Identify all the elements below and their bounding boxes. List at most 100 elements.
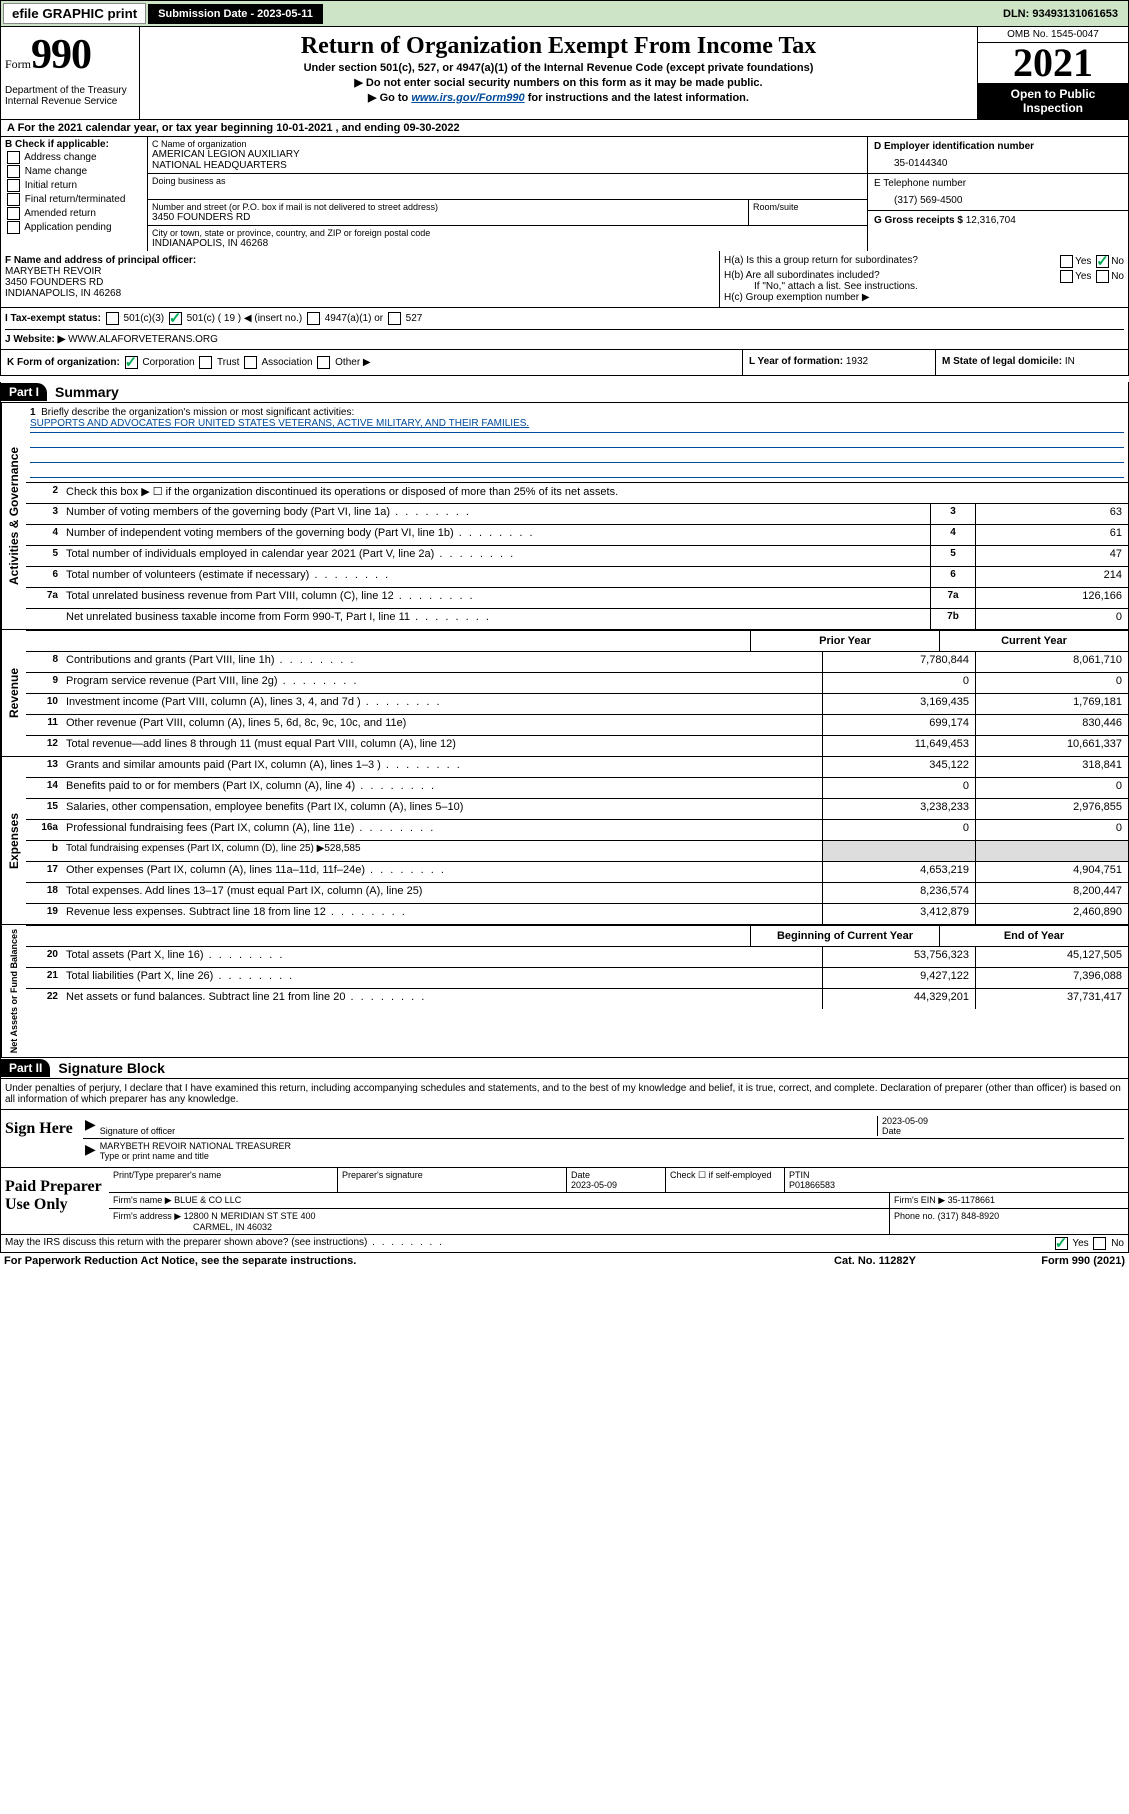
city-label: City or town, state or province, country… [152, 228, 863, 238]
line-7a: Total unrelated business revenue from Pa… [62, 588, 930, 608]
net-assets-side-label: Net Assets or Fund Balances [1, 925, 26, 1057]
sign-here-row: Sign Here ▶ Signature of officer 2023-05… [0, 1110, 1129, 1168]
department-label: Department of the Treasury Internal Reve… [5, 79, 135, 107]
org-info-grid: B Check if applicable: Address change Na… [0, 137, 1129, 251]
irs-link[interactable]: www.irs.gov/Form990 [411, 92, 524, 104]
form-title: Return of Organization Exempt From Incom… [148, 33, 969, 60]
line-14: Benefits paid to or for members (Part IX… [62, 778, 822, 798]
sign-date-label: Date [882, 1126, 1122, 1136]
governance-section: Activities & Governance 1 Briefly descri… [0, 403, 1129, 630]
paperwork-notice: For Paperwork Reduction Act Notice, see … [4, 1255, 775, 1267]
org-name-2: NATIONAL HEADQUARTERS [152, 160, 863, 171]
cb-address-change[interactable]: Address change [5, 151, 143, 164]
line-5: Total number of individuals employed in … [62, 546, 930, 566]
line-12: Total revenue—add lines 8 through 11 (mu… [62, 736, 822, 756]
officer-name-label: Type or print name and title [100, 1151, 1122, 1161]
end-year-header: End of Year [939, 926, 1128, 946]
self-employed-check[interactable]: Check ☐ if self-employed [666, 1168, 785, 1192]
current-year-header: Current Year [939, 631, 1128, 651]
beginning-year-header: Beginning of Current Year [750, 926, 939, 946]
expenses-side-label: Expenses [1, 757, 26, 924]
net-assets-section: Net Assets or Fund Balances Beginning of… [0, 925, 1129, 1058]
officer-name: MARYBETH REVOIR [5, 266, 715, 277]
line-22: Net assets or fund balances. Subtract li… [62, 989, 822, 1009]
klm-row: K Form of organization: Corporation Trus… [0, 350, 1129, 376]
tax-year: 2021 [978, 43, 1128, 83]
officer-name-value: MARYBETH REVOIR NATIONAL TREASURER [100, 1141, 1122, 1151]
phone-value: (317) 569-4500 [874, 189, 1122, 206]
instruction-line-1: ▶ Do not enter social security numbers o… [148, 76, 969, 89]
hb-line: H(b) Are all subordinates included? Yes … [724, 270, 1124, 281]
dba-label: Doing business as [152, 176, 863, 186]
line-16a: Professional fundraising fees (Part IX, … [62, 820, 822, 840]
cat-number: Cat. No. 11282Y [775, 1255, 975, 1267]
tax-period-row: A For the 2021 calendar year, or tax yea… [0, 120, 1129, 137]
form-ref: Form 990 (2021) [975, 1255, 1125, 1267]
year-box: OMB No. 1545-0047 2021 Open to Public In… [977, 27, 1128, 119]
part-1-header: Part I Summary [0, 382, 1129, 403]
form-header: Form990 Department of the Treasury Inter… [0, 27, 1129, 120]
line-3: Number of voting members of the governin… [62, 504, 930, 524]
line-7b: Net unrelated business taxable income fr… [62, 609, 930, 629]
officer-city: INDIANAPOLIS, IN 46268 [5, 288, 715, 299]
mission-text: SUPPORTS AND ADVOCATES FOR UNITED STATES… [30, 418, 1124, 433]
line-13: Grants and similar amounts paid (Part IX… [62, 757, 822, 777]
firm-ein: 35-1178661 [948, 1195, 995, 1205]
open-public-badge: Open to Public Inspection [978, 83, 1128, 119]
signature-label: Signature of officer [100, 1126, 877, 1136]
line-15: Salaries, other compensation, employee b… [62, 799, 822, 819]
org-name-1: AMERICAN LEGION AUXILIARY [152, 149, 863, 160]
top-bar: efile GRAPHIC print Submission Date - 20… [0, 0, 1129, 27]
gross-receipts-value: 12,316,704 [966, 215, 1016, 226]
cb-application-pending[interactable]: Application pending [5, 221, 143, 234]
governance-side-label: Activities & Governance [1, 403, 26, 629]
line-11: Other revenue (Part VIII, column (A), li… [62, 715, 822, 735]
ein-value: 35-0144340 [874, 152, 1122, 169]
line-10: Investment income (Part VIII, column (A)… [62, 694, 822, 714]
org-name-label: C Name of organization [152, 139, 863, 149]
room-suite-label: Room/suite [749, 200, 867, 225]
line-9: Program service revenue (Part VIII, line… [62, 673, 822, 693]
cb-final-return[interactable]: Final return/terminated [5, 193, 143, 206]
right-info-column: D Employer identification number 35-0144… [867, 137, 1128, 251]
cb-amended-return[interactable]: Amended return [5, 207, 143, 220]
cb-name-change[interactable]: Name change [5, 165, 143, 178]
line-18: Total expenses. Add lines 13–17 (must eq… [62, 883, 822, 903]
expenses-section: Expenses 13Grants and similar amounts pa… [0, 757, 1129, 925]
city-state-zip: INDIANAPOLIS, IN 46268 [152, 238, 863, 249]
ein-label: D Employer identification number [874, 141, 1122, 152]
line-6: Total number of volunteers (estimate if … [62, 567, 930, 587]
preparer-sig-label: Preparer's signature [342, 1170, 423, 1180]
ptin-value: P01866583 [789, 1180, 835, 1190]
street-address: 3450 FOUNDERS RD [152, 212, 744, 223]
website-url: WWW.ALAFORVETERANS.ORG [68, 334, 218, 345]
bottom-line: For Paperwork Reduction Act Notice, see … [0, 1253, 1129, 1269]
officer-label: F Name and address of principal officer: [5, 255, 715, 266]
title-box: Return of Organization Exempt From Incom… [140, 27, 977, 119]
cb-initial-return[interactable]: Initial return [5, 179, 143, 192]
firm-name: BLUE & CO LLC [174, 1195, 241, 1205]
declaration-text: Under penalties of perjury, I declare th… [0, 1079, 1129, 1110]
prior-year-header: Prior Year [750, 631, 939, 651]
ptin-label: PTIN [789, 1170, 810, 1180]
revenue-side-label: Revenue [1, 630, 26, 756]
street-label: Number and street (or P.O. box if mail i… [152, 202, 744, 212]
line-20: Total assets (Part X, line 16) [62, 947, 822, 967]
phone-label: E Telephone number [874, 178, 1122, 189]
firm-addr: 12800 N MERIDIAN ST STE 400 [184, 1211, 316, 1221]
line-21: Total liabilities (Part X, line 26) [62, 968, 822, 988]
efile-print-button[interactable]: efile GRAPHIC print [3, 3, 146, 24]
website-row: I Tax-exempt status: 501(c)(3) 501(c) ( … [5, 312, 1124, 345]
line-17: Other expenses (Part IX, column (A), lin… [62, 862, 822, 882]
line-19: Revenue less expenses. Subtract line 18 … [62, 904, 822, 924]
firm-phone: (317) 848-8920 [938, 1211, 1000, 1221]
form-number-box: Form990 Department of the Treasury Inter… [1, 27, 140, 119]
part-2-header: Part II Signature Block [0, 1058, 1129, 1079]
discuss-row: May the IRS discuss this return with the… [0, 1235, 1129, 1253]
ha-line: H(a) Is this a group return for subordin… [724, 255, 1124, 266]
arrow-icon: ▶ [85, 1141, 100, 1161]
prep-date-label: Date [571, 1170, 590, 1180]
line-2: Check this box ▶ ☐ if the organization d… [62, 483, 1128, 503]
officer-addr: 3450 FOUNDERS RD [5, 277, 715, 288]
dln-number: DLN: 93493131061653 [993, 4, 1128, 24]
